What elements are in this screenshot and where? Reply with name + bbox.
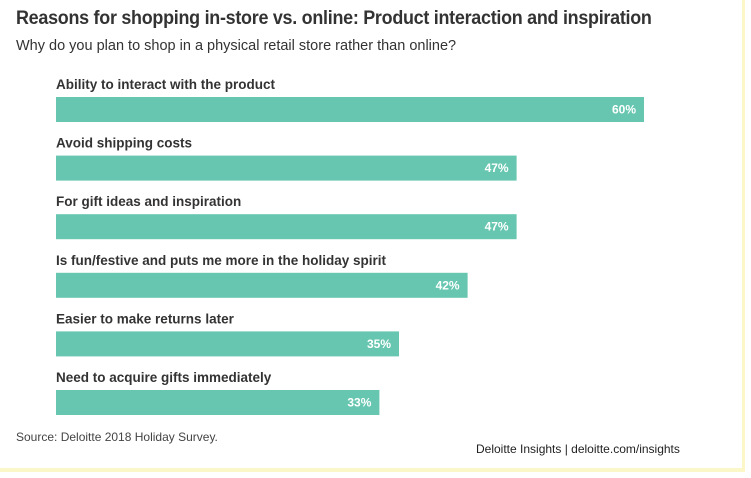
value-label: 47% xyxy=(485,161,509,175)
bar xyxy=(56,155,517,181)
bar xyxy=(56,272,468,298)
bar xyxy=(56,97,644,122)
bar xyxy=(56,214,517,240)
chart-subtitle: Why do you plan to shop in a physical re… xyxy=(16,38,457,54)
chart-frame xyxy=(0,0,745,472)
value-label: 42% xyxy=(436,278,460,292)
category-label: Need to acquire gifts immediately xyxy=(56,370,272,385)
category-label: Avoid shipping costs xyxy=(56,136,192,151)
value-label: 60% xyxy=(612,103,636,117)
brand-footer: Deloitte Insights | deloitte.com/insight… xyxy=(476,442,680,456)
value-label: 47% xyxy=(485,220,509,234)
value-label: 35% xyxy=(367,337,391,351)
category-label: Is fun/festive and puts me more in the h… xyxy=(56,253,387,268)
bar xyxy=(56,331,399,357)
value-label: 33% xyxy=(347,396,371,410)
chart-title: Reasons for shopping in-store vs. online… xyxy=(16,7,652,29)
category-label: Ability to interact with the product xyxy=(56,77,276,92)
category-label: Easier to make returns later xyxy=(56,311,235,326)
source-note: Source: Deloitte 2018 Holiday Survey. xyxy=(16,430,218,444)
category-label: For gift ideas and inspiration xyxy=(56,194,241,209)
bar xyxy=(56,390,380,415)
